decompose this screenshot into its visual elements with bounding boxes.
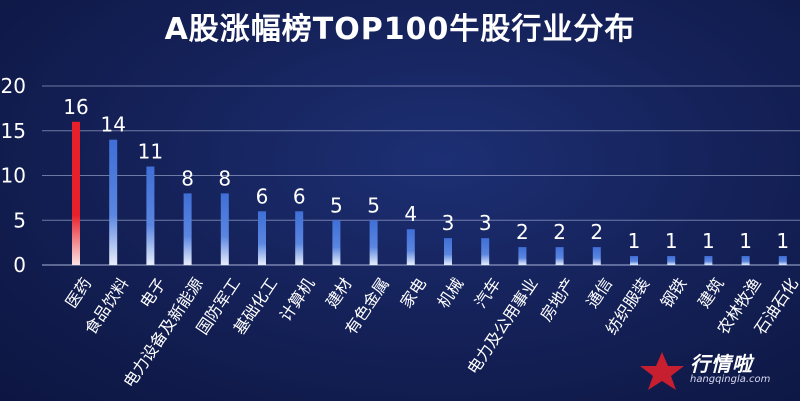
data-label: 1 [628, 229, 641, 253]
bar [444, 238, 452, 265]
bar [555, 247, 564, 265]
bar [258, 211, 266, 265]
data-label: 8 [218, 166, 231, 190]
bar [183, 193, 192, 265]
data-label: 11 [138, 140, 163, 164]
x-tick-label: 机械 [434, 274, 468, 311]
bar [146, 166, 155, 265]
data-label: 2 [553, 220, 566, 244]
star-icon [640, 352, 684, 390]
x-tick-label: 房地产 [536, 274, 579, 324]
x-tick-label: 电子 [136, 274, 170, 311]
bar [667, 256, 676, 265]
bar [778, 256, 787, 265]
watermark-text: 行情啦 [690, 352, 753, 376]
x-tick-label: 钢铁 [657, 274, 691, 311]
y-tick-label: 10 [1, 164, 26, 188]
watermark-url: hangqingla.com [690, 374, 771, 385]
data-label: 1 [702, 229, 715, 253]
data-label: 6 [293, 184, 306, 208]
data-label: 1 [739, 229, 752, 253]
bar [220, 193, 229, 265]
x-tick-label: 家电 [396, 274, 430, 311]
data-label: 6 [256, 184, 269, 208]
x-tick-label: 建材 [322, 274, 356, 311]
x-tick-label: 建筑 [694, 274, 728, 311]
x-tick-label: 通信 [582, 274, 616, 311]
x-tick-label: 计算机 [276, 274, 319, 324]
bar [630, 256, 638, 265]
data-label: 8 [181, 166, 194, 190]
x-tick-label: 医药 [62, 274, 96, 311]
bar [741, 256, 750, 265]
data-label: 5 [367, 193, 380, 217]
bar [109, 139, 118, 265]
bar [369, 220, 378, 265]
bar [481, 238, 490, 265]
data-label: 16 [63, 95, 88, 119]
bar [592, 247, 601, 265]
data-label: 1 [776, 229, 789, 253]
x-tick-label: 电力及公用事业 [463, 274, 541, 377]
data-label: 4 [404, 202, 417, 226]
y-tick-label: 5 [13, 208, 26, 232]
data-label: 14 [100, 113, 125, 137]
bar [295, 211, 304, 265]
data-label: 3 [442, 211, 455, 235]
data-label: 2 [516, 220, 529, 244]
y-tick-label: 0 [13, 253, 26, 277]
data-label: 2 [590, 220, 603, 244]
data-label: 5 [330, 193, 343, 217]
data-label: 1 [665, 229, 678, 253]
bar [332, 220, 341, 265]
y-tick-label: 20 [1, 74, 26, 98]
chart-title: A股涨幅榜TOP100牛股行业分布 [164, 12, 636, 47]
bar [704, 256, 713, 265]
x-tick-label: 汽车 [471, 274, 505, 311]
bar [518, 247, 527, 265]
watermark-logo: 行情啦 hangqingla.com [638, 348, 788, 393]
bar [406, 229, 415, 265]
y-tick-label: 15 [1, 119, 26, 143]
bar [72, 121, 80, 265]
data-label: 3 [479, 211, 492, 235]
